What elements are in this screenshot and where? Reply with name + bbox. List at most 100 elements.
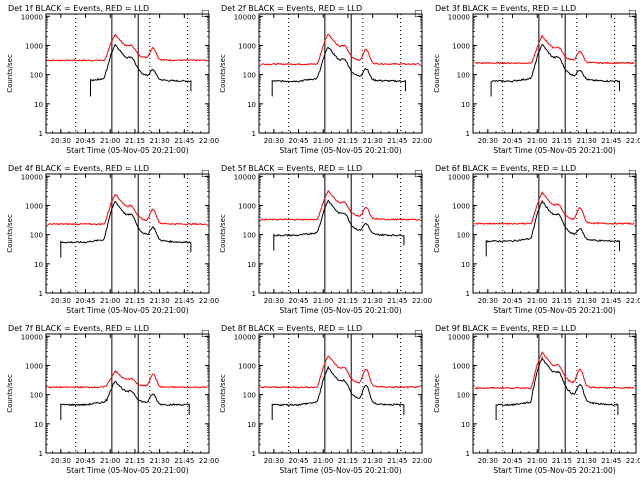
x-tick-label: 20:45: [288, 457, 308, 465]
x-tick-label: 21:00: [100, 457, 120, 465]
legend-marker-icon: □: [201, 169, 210, 179]
x-tick-label: 21:30: [577, 457, 597, 465]
x-axis-label: Start Time (05-Nov-05 20:21:00): [493, 146, 615, 155]
lld-series-line: [47, 193, 208, 226]
y-tick-label: 100: [30, 392, 43, 400]
y-tick-label: 1000: [25, 202, 43, 210]
x-tick-label: 21:30: [363, 457, 383, 465]
x-tick-label: 21:45: [174, 137, 194, 145]
y-tick-label: 10: [461, 261, 470, 269]
x-tick-label: 21:45: [387, 457, 407, 465]
x-tick-label: 21:30: [577, 297, 597, 305]
y-tick-label: 10000: [234, 13, 256, 21]
x-tick-label: 21:15: [338, 457, 358, 465]
x-axis-label: Start Time (05-Nov-05 20:21:00): [493, 466, 615, 475]
x-tick-label: 22:00: [412, 457, 432, 465]
events-series-line: [90, 43, 192, 97]
y-tick-label: 100: [30, 232, 43, 240]
y-tick-label: 10: [461, 421, 470, 429]
panel-title: Det 6f BLACK = Events, RED = LLD: [435, 164, 576, 173]
y-tick-label: 10000: [21, 333, 43, 341]
y-tick-label: 1: [39, 290, 43, 298]
legend-marker-icon: □: [201, 9, 210, 19]
y-tick-label: 10000: [448, 13, 470, 21]
x-tick-label: 21:00: [527, 297, 547, 305]
x-tick-label: 22:00: [199, 297, 219, 305]
events-series-line: [60, 200, 192, 258]
x-tick-label: 20:45: [288, 137, 308, 145]
legend-marker-icon: □: [414, 329, 423, 339]
x-tick-label: 21:00: [100, 297, 120, 305]
x-tick-label: 20:45: [502, 297, 522, 305]
panel-title: Det 8f BLACK = Events, RED = LLD: [221, 324, 362, 333]
y-tick-label: 1: [252, 450, 256, 458]
plot-frame: [472, 13, 637, 134]
x-tick-label: 21:00: [100, 137, 120, 145]
events-series-line: [485, 199, 620, 257]
panel-title: Det 4f BLACK = Events, RED = LLD: [8, 164, 149, 173]
x-axis-label: Start Time (05-Nov-05 20:21:00): [279, 306, 401, 315]
x-tick-label: 21:45: [387, 297, 407, 305]
detector-panel: 1 10 100 1000 10000 20:30 20:45 21:00 21:15 21:30…: [219, 4, 432, 155]
y-tick-label: 10000: [234, 173, 256, 181]
y-tick-label: 1000: [25, 42, 43, 50]
x-tick-label: 21:15: [552, 137, 572, 145]
lld-series-line: [260, 189, 421, 222]
lld-series-line: [47, 369, 208, 389]
detector-panel: 1 10 100 1000 10000 20:30 20:45 21:00 21:15 21:30…: [6, 164, 219, 315]
x-tick-label: 21:30: [363, 297, 383, 305]
panel-title: Det 3f BLACK = Events, RED = LLD: [435, 4, 576, 13]
x-tick-label: 21:00: [313, 457, 333, 465]
y-tick-label: 1000: [25, 362, 43, 370]
panel-title: Det 1f BLACK = Events, RED = LLD: [8, 4, 149, 13]
x-tick-label: 21:30: [363, 137, 383, 145]
x-tick-label: 20:45: [75, 457, 95, 465]
y-axis-label: Counts/sec: [6, 54, 14, 93]
x-tick-label: 20:30: [478, 457, 498, 465]
events-series-line: [271, 47, 406, 97]
x-tick-label: 22:00: [626, 297, 640, 305]
y-tick-label: 10: [461, 101, 470, 109]
legend-marker-icon: □: [628, 169, 637, 179]
x-tick-label: 21:15: [338, 137, 358, 145]
y-tick-label: 1000: [452, 362, 470, 370]
events-series-line: [495, 356, 619, 420]
y-tick-label: 1: [39, 130, 43, 138]
x-tick-label: 21:00: [527, 457, 547, 465]
legend-marker-icon: □: [414, 169, 423, 179]
detector-panel: 1 10 100 1000 10000 20:30 20:45 21:00 21:15 21:30…: [433, 324, 640, 475]
legend-marker-icon: □: [628, 9, 637, 19]
lld-series-line: [474, 34, 635, 65]
x-tick-label: 21:45: [601, 297, 621, 305]
x-tick-label: 20:45: [502, 137, 522, 145]
y-tick-label: 1000: [452, 42, 470, 50]
x-tick-label: 20:45: [75, 297, 95, 305]
x-axis-label: Start Time (05-Nov-05 20:21:00): [279, 466, 401, 475]
x-tick-label: 21:45: [601, 457, 621, 465]
y-tick-label: 1000: [452, 202, 470, 210]
detector-panel: 1 10 100 1000 10000 20:30 20:45 21:00 21:15 21:30…: [6, 4, 219, 155]
x-tick-label: 20:45: [502, 457, 522, 465]
lld-series-line: [260, 355, 421, 389]
panel-title: Det 7f BLACK = Events, RED = LLD: [8, 324, 149, 333]
y-tick-label: 10: [34, 421, 43, 429]
plot-frame: [258, 173, 423, 294]
plot-frame: [45, 13, 210, 134]
x-tick-label: 21:30: [150, 457, 170, 465]
y-tick-label: 10000: [21, 13, 43, 21]
y-tick-label: 1: [39, 450, 43, 458]
plot-frame: [258, 13, 423, 134]
x-tick-label: 21:15: [338, 297, 358, 305]
y-tick-label: 1: [466, 130, 470, 138]
x-tick-label: 21:15: [125, 457, 145, 465]
y-tick-label: 100: [457, 72, 470, 80]
legend-marker-icon: □: [628, 329, 637, 339]
detector-panel: 1 10 100 1000 10000 20:30 20:45 21:00 21:15 21:30…: [6, 324, 219, 475]
x-tick-label: 21:45: [387, 137, 407, 145]
y-tick-label: 1: [466, 450, 470, 458]
y-axis-label: Counts/sec: [219, 374, 227, 413]
events-series-line: [490, 44, 620, 97]
plot-frame: [472, 333, 637, 454]
x-tick-label: 21:00: [527, 137, 547, 145]
panel-title: Det 5f BLACK = Events, RED = LLD: [221, 164, 362, 173]
